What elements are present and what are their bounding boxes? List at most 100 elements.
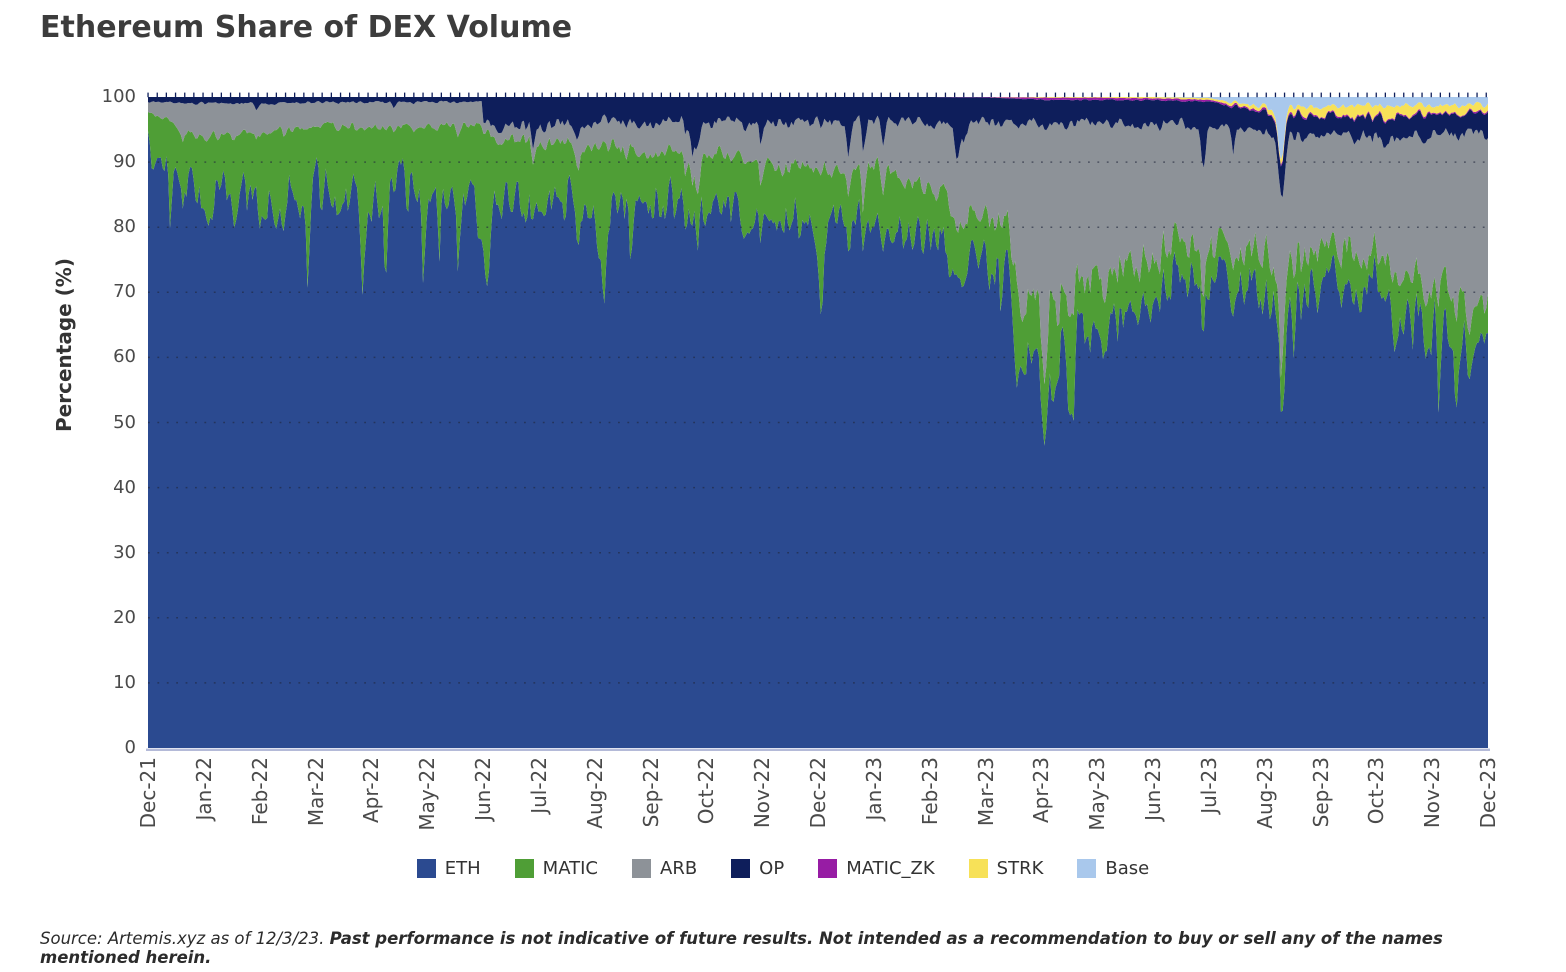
top-tick — [1485, 92, 1487, 98]
top-tick — [257, 92, 259, 98]
top-tick — [1393, 92, 1396, 98]
x-tick-label-jan-22: Jan-22 — [191, 757, 216, 821]
top-tick — [578, 92, 580, 98]
top-tick — [541, 92, 543, 98]
top-tick — [605, 92, 607, 98]
y-tick-label-20: 20 — [113, 606, 136, 628]
top-tick — [688, 92, 690, 98]
top-tick — [275, 92, 277, 98]
top-tick — [1448, 92, 1451, 98]
top-tick — [184, 92, 186, 98]
x-tick-label-jan-23: Jan-23 — [861, 757, 886, 821]
top-tick — [550, 92, 552, 98]
top-tick — [559, 92, 562, 98]
x-tick-label-jun-22: Jun-22 — [471, 757, 495, 821]
top-tick — [853, 92, 855, 98]
footer-source-text: Source: Artemis.xyz as of 12/3/23. — [40, 929, 325, 948]
top-tick — [1018, 92, 1020, 98]
top-tick — [1082, 92, 1084, 98]
top-tick — [284, 92, 287, 98]
top-tick — [1366, 92, 1368, 98]
x-tick-label-dec-21: Dec-21 — [136, 757, 160, 829]
top-tick — [1247, 92, 1249, 98]
legend-label: OP — [759, 858, 785, 879]
top-tick — [1164, 92, 1167, 98]
top-tick — [321, 92, 323, 98]
legend-swatch-op — [731, 859, 751, 878]
top-tick — [981, 92, 983, 98]
y-tick-label-80: 80 — [113, 216, 136, 238]
source-footer: Source: Artemis.xyz as of 12/3/23. Past … — [40, 929, 1532, 967]
top-tick — [1375, 92, 1377, 98]
footer-disclaimer-text: Past performance is not indicative of fu… — [40, 929, 1443, 967]
top-tick — [807, 92, 809, 98]
top-tick — [1192, 92, 1194, 98]
top-tick — [404, 92, 406, 98]
legend-item-matic_zk: MATIC_ZK — [818, 858, 935, 879]
top-tick — [642, 92, 644, 98]
top-tick — [1320, 92, 1322, 98]
y-tick-label-60: 60 — [113, 346, 136, 368]
top-tick — [156, 92, 158, 98]
top-tick — [752, 92, 754, 98]
top-tick — [1109, 92, 1112, 98]
top-tick — [1009, 92, 1011, 98]
top-tick — [1054, 92, 1057, 98]
y-tick-label-100: 100 — [101, 86, 136, 107]
top-tick — [459, 92, 461, 98]
top-tick — [1036, 92, 1038, 98]
top-tick — [239, 92, 241, 98]
y-tick-label-90: 90 — [113, 151, 136, 173]
legend-item-matic: MATIC — [514, 858, 598, 879]
top-tick — [944, 92, 947, 98]
top-tick — [514, 92, 516, 98]
top-tick — [220, 92, 222, 98]
top-tick — [871, 92, 873, 98]
top-tick — [248, 92, 250, 98]
top-tick — [917, 92, 919, 98]
y-tick-label-0: 0 — [124, 737, 136, 758]
top-tick — [1256, 92, 1258, 98]
legend-label: ETH — [444, 858, 481, 879]
x-axis-line — [146, 748, 1490, 751]
legend-label: Base — [1105, 858, 1150, 879]
top-tick — [1274, 92, 1277, 98]
top-tick — [477, 92, 479, 98]
top-tick — [816, 92, 818, 98]
top-tick — [1403, 92, 1405, 98]
top-tick — [1146, 92, 1148, 98]
top-tick — [1228, 92, 1231, 98]
top-tick — [825, 92, 827, 98]
x-tick-label-feb-23: Feb-23 — [917, 757, 942, 826]
top-tick — [1210, 92, 1212, 98]
top-tick — [1302, 92, 1304, 98]
top-tick — [229, 92, 232, 98]
top-tick — [908, 92, 910, 98]
top-tick — [440, 92, 442, 98]
top-tick — [339, 92, 342, 98]
top-tick — [211, 92, 213, 98]
top-tick — [312, 92, 314, 98]
y-tick-label-10: 10 — [113, 671, 136, 693]
top-tick — [1173, 92, 1176, 98]
top-tick — [1467, 92, 1469, 98]
top-tick — [706, 92, 708, 98]
legend-item-op: OP — [731, 858, 784, 879]
y-tick-label-30: 30 — [113, 541, 136, 563]
top-tick — [935, 92, 937, 98]
x-tick-label-nov-23: Nov-23 — [1420, 757, 1445, 829]
top-tick — [266, 92, 268, 98]
top-tick — [779, 92, 782, 98]
x-tick-label-jul-23: Jul-23 — [1196, 757, 1221, 814]
top-tick — [569, 92, 571, 98]
x-tick-label-aug-23: Aug-23 — [1252, 757, 1277, 829]
top-tick — [1329, 92, 1332, 98]
top-tick — [431, 92, 433, 98]
legend-item-eth: ETH — [416, 858, 481, 879]
top-tick — [954, 92, 956, 98]
x-tick-label-sep-22: Sep-22 — [638, 757, 663, 828]
top-tick — [624, 92, 626, 98]
top-tick — [1293, 92, 1295, 98]
top-tick — [495, 92, 497, 98]
legend-item-strk: STRK — [968, 858, 1043, 879]
